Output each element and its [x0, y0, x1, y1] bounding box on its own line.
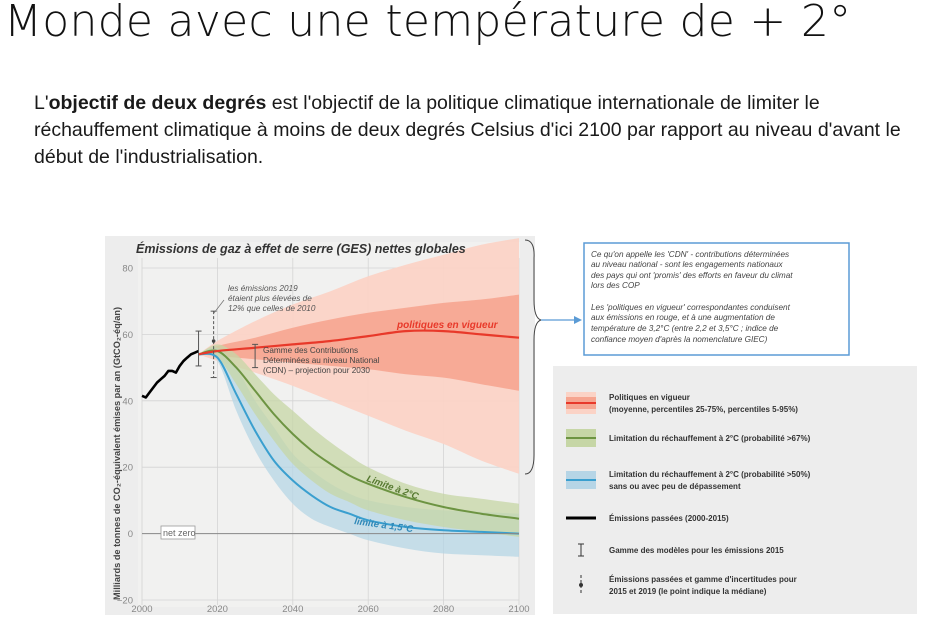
- chart-bands: [198, 238, 519, 557]
- legend-label-15c: sans ou avec peu de dépassement: [609, 482, 741, 491]
- page-title: Monde avec une température de + 2°: [4, 0, 852, 47]
- range-2019-median: [211, 339, 216, 343]
- net-zero-tag-box: [160, 525, 196, 540]
- x-tick-label: 2020: [207, 604, 228, 615]
- intro-paragraph: L'objectif de deux degrés est l'objectif…: [34, 90, 919, 171]
- note-line: température de 3,2°C (entre 2,2 et 3,5°C…: [591, 324, 779, 333]
- annotation-line: étaient plus élevées de: [228, 294, 312, 303]
- cdn-note-text: Ce qu'on appelle les 'CDN' - contributio…: [591, 250, 793, 344]
- x-tick-label: 2080: [433, 604, 454, 615]
- annotation-line: 12% que celles de 2010: [228, 304, 316, 313]
- annotation-line: Gamme des Contributions: [263, 346, 358, 355]
- legend-label-gamme: Gamme des modèles pour les émissions 201…: [609, 546, 784, 555]
- legend-label-incertitudes: 2015 et 2019 (le point indique la médian…: [609, 587, 767, 596]
- band-2c: [198, 344, 519, 537]
- y-tick-label: 0: [128, 529, 133, 540]
- legend-label-incertitudes: Émissions passées et gamme d'incertitude…: [609, 575, 797, 584]
- x-tick-label: 2000: [131, 604, 152, 615]
- policy-band-25-75: [198, 294, 519, 391]
- chart-ranges: [195, 310, 259, 379]
- legend-label-15c: Limitation du réchauffement à 2°C (proba…: [609, 470, 811, 479]
- cdn-note-box: [583, 242, 850, 356]
- intro-text-2: est l'objectif de la politique climatiqu…: [34, 92, 901, 168]
- note-line: au niveau national - sont les engagement…: [591, 260, 784, 269]
- note-line: aux émissions en rouge, et à une augment…: [591, 313, 775, 322]
- annotation-line: les émissions 2019: [228, 284, 298, 293]
- line-2c: [198, 349, 520, 520]
- note-arrow-head: [574, 316, 582, 324]
- x-tick-label: 2100: [508, 604, 529, 615]
- legend-label-passees: Émissions passées (2000-2015): [609, 514, 729, 523]
- y-tick-label: 60: [122, 330, 133, 341]
- label-politiques-en-vigueur: politiques en vigueur: [396, 320, 499, 331]
- y-tick-label: 40: [122, 396, 133, 407]
- line-1-5c: [198, 352, 520, 535]
- y-tick-label: 20: [122, 463, 133, 474]
- annotation-cdn-range: Gamme des Contributions Déterminées au ni…: [263, 346, 380, 375]
- legend-swatch-uncertainty-median: [579, 583, 583, 587]
- note-line: Ce qu'on appelle les 'CDN' - contributio…: [591, 250, 789, 259]
- y-tick-label: −20: [117, 596, 133, 607]
- y-axis-label: Milliards de tonnes de CO₂-équivalent ém…: [112, 307, 122, 600]
- net-zero-label: net zero: [163, 528, 196, 538]
- annotation-2019-pointer: [213, 299, 225, 314]
- chart-title: Émissions de gaz à effet de serre (GES) …: [136, 241, 466, 256]
- note-line: Les 'politiques en vigueur' correspondan…: [591, 303, 791, 312]
- chart-lines: [141, 329, 520, 535]
- legend-panel: [553, 366, 917, 614]
- legend-label-2c: Limitation du réchauffement à 2°C (proba…: [609, 434, 811, 443]
- legend-label-politiques: (moyenne, percentiles 25-75%, percentile…: [609, 405, 798, 414]
- x-tick-label: 2040: [282, 604, 303, 615]
- y-tick-label: 80: [122, 264, 133, 275]
- annotation-line: (CDN) – projection pour 2030: [263, 366, 370, 375]
- annotation-emissions-2019: les émissions 2019 étaient plus élevées d…: [228, 284, 316, 313]
- note-line: confiance moyen d'après la nomenclature …: [591, 335, 768, 344]
- legend-label-politiques: Politiques en vigueur: [609, 393, 690, 402]
- line-emissions-passees: [141, 349, 200, 399]
- note-line: des pays qui ont 'promis' des efforts en…: [591, 271, 793, 280]
- note-line: lors des COP: [591, 281, 640, 290]
- x-tick-label: 2060: [358, 604, 379, 615]
- chart-legend: Politiques en vigueur (moyenne, percentil…: [566, 392, 811, 596]
- intro-bold-term: objectif de deux degrés: [48, 92, 267, 114]
- line-politiques-en-vigueur: [198, 329, 520, 356]
- annotation-line: Déterminées au niveau National: [263, 356, 380, 365]
- intro-text-1: L': [34, 92, 49, 114]
